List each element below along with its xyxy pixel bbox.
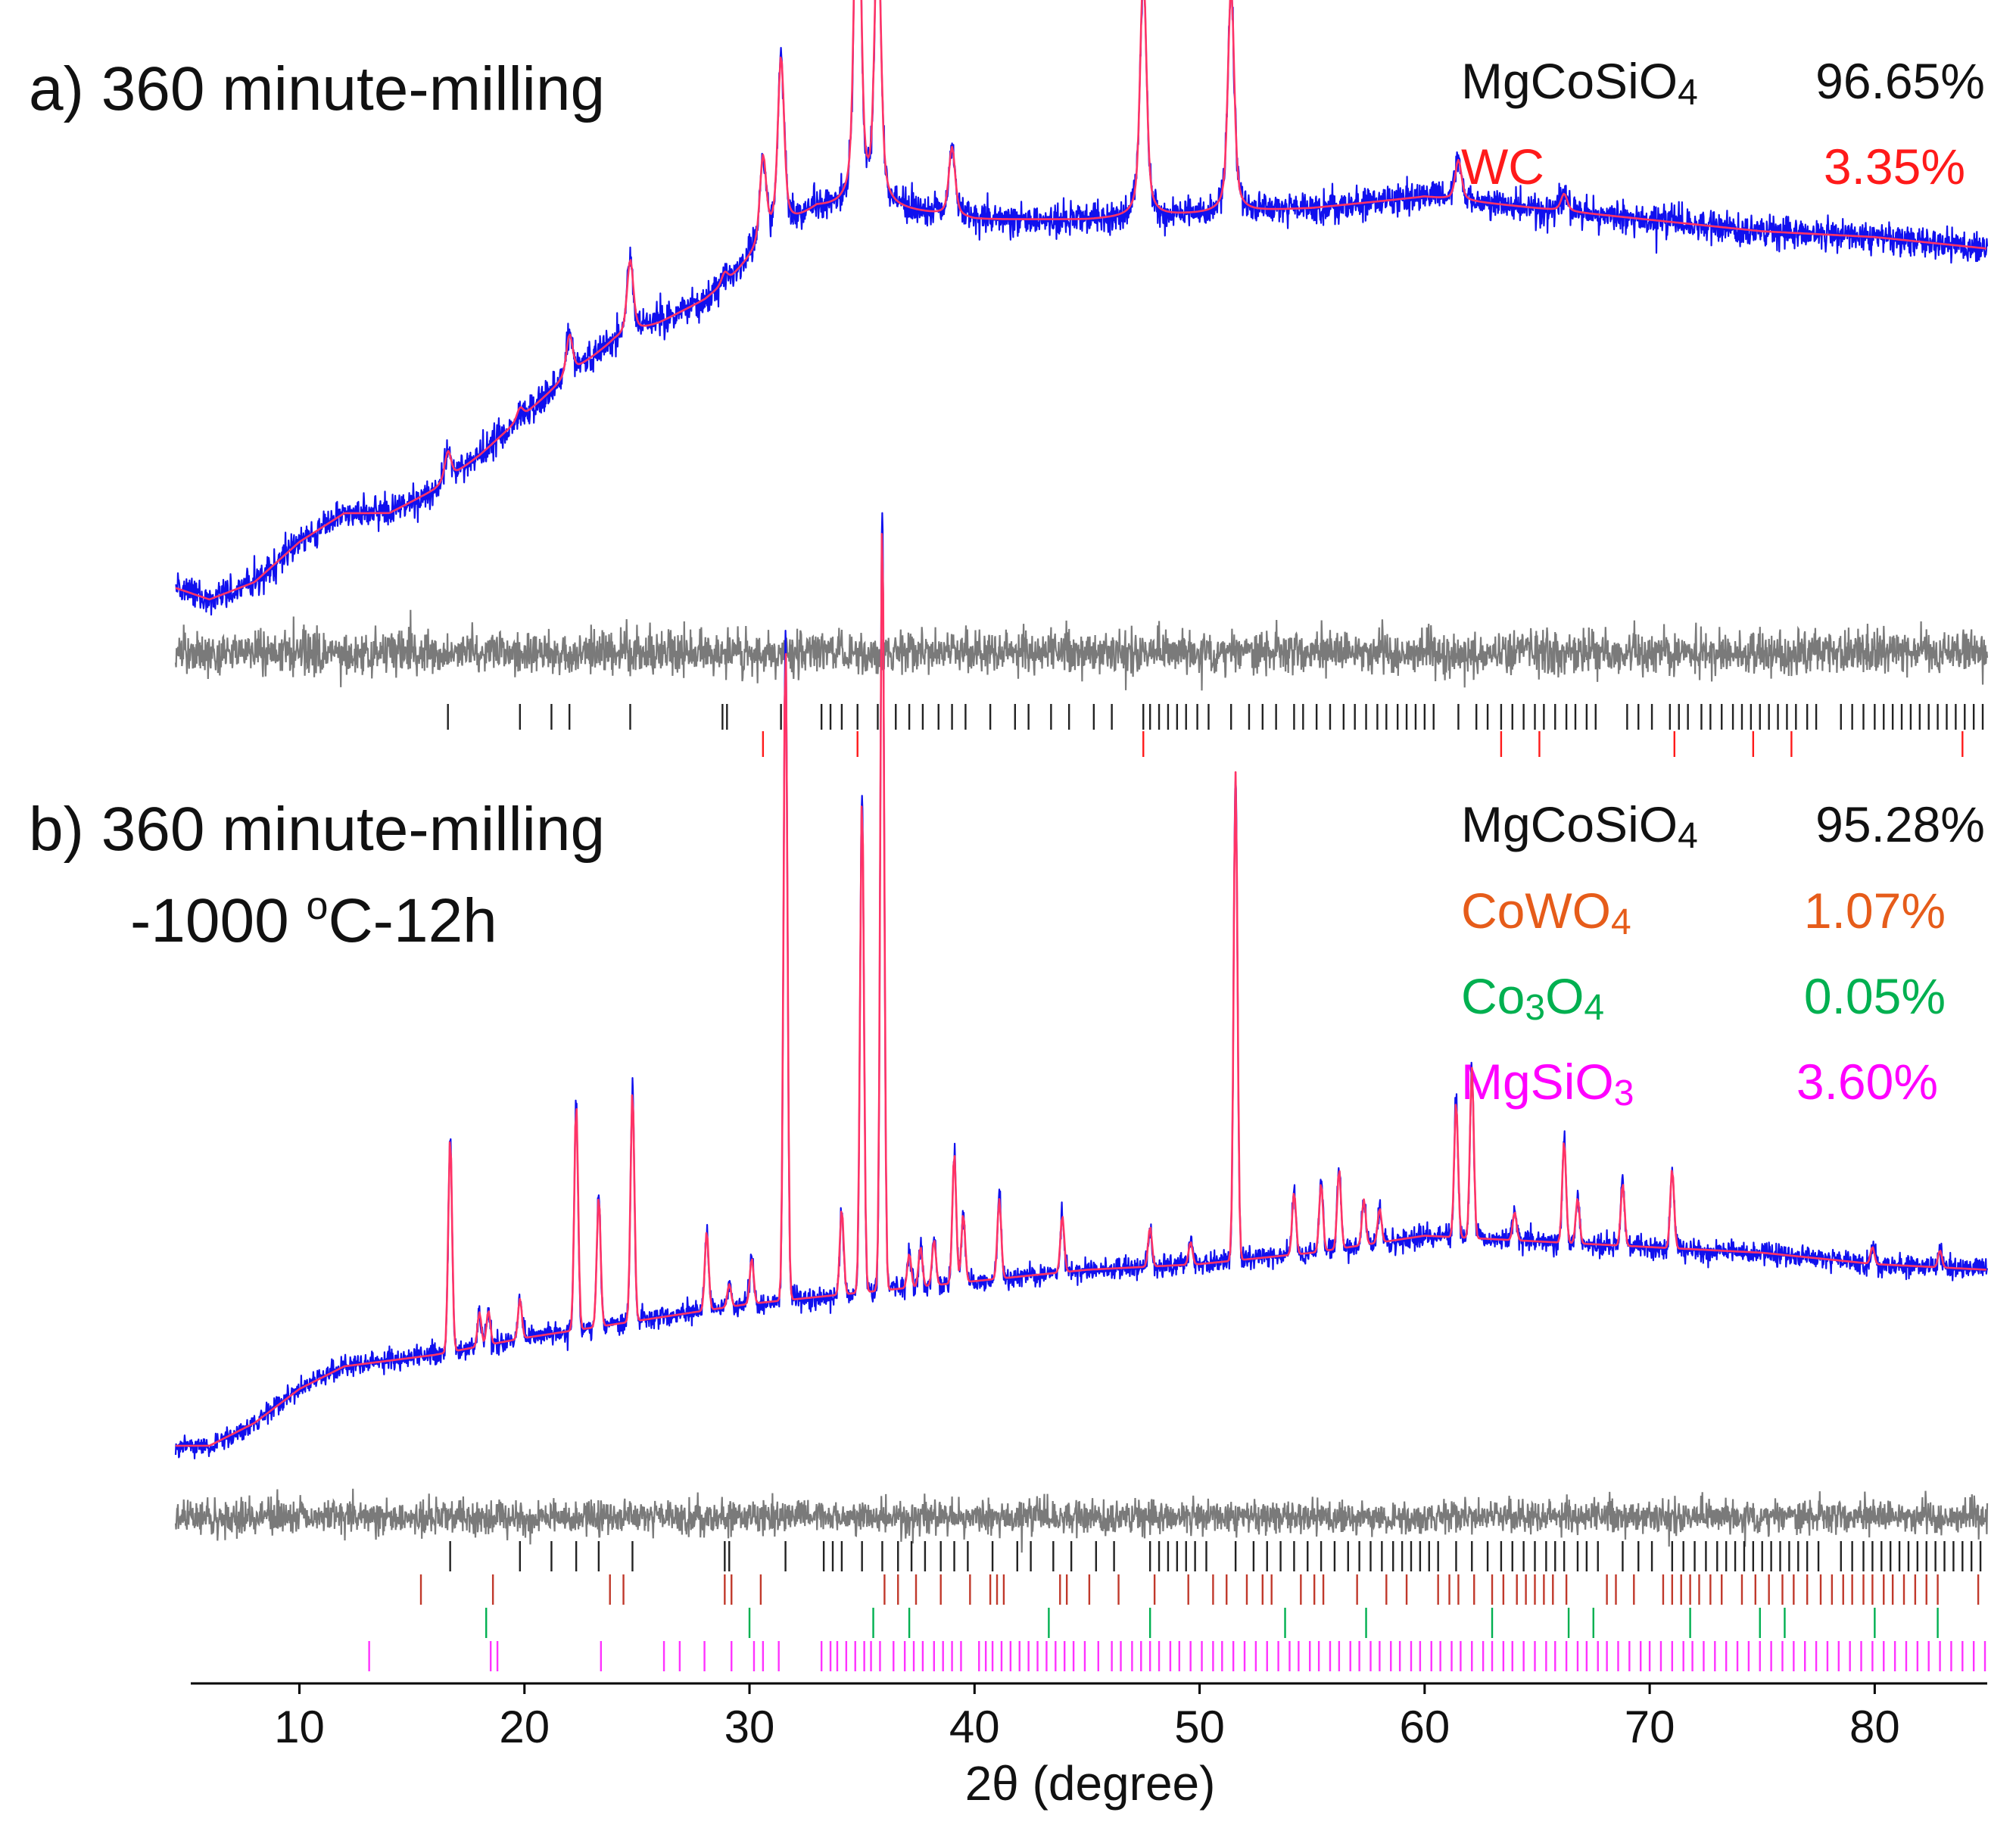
panel-b-phase-markers [368, 1541, 1986, 1671]
legend-b-cowo4: CoWO4 [1461, 883, 1631, 942]
x-tick-label-70: 70 [1625, 1702, 1675, 1752]
panel-b-title-line2: -1000 oC-12h [130, 884, 497, 955]
x-tick-label-80: 80 [1849, 1702, 1900, 1752]
legend-b-mgsio3-percent: 3.60% [1796, 1054, 1938, 1110]
panel-b-plot [174, 512, 1989, 1671]
x-axis: 10 20 30 40 50 60 70 80 2θ (degree) [191, 1682, 1987, 1811]
legend-b-mgcosio4-percent: 95.28% [1815, 796, 1985, 852]
x-tick-label-50: 50 [1174, 1702, 1225, 1752]
legend-b-cowo4-percent: 1.07% [1804, 883, 1946, 939]
legend-a-mgcosio4-percent: 96.65% [1815, 53, 1985, 109]
legend-b-mgcosio4: MgCoSiO4 [1461, 796, 1698, 856]
panel-a-legend: MgCoSiO4 96.65% WC 3.35% [1461, 53, 1985, 195]
legend-b-co3o4: Co3O4 [1461, 968, 1604, 1028]
panel-a-difference-series [174, 609, 1989, 691]
panel-b-legend: MgCoSiO4 95.28% CoWO4 1.07% Co3O4 0.05% … [1461, 796, 1985, 1113]
legend-a-mgcosio4: MgCoSiO4 [1461, 53, 1698, 113]
panel-a-plot [174, 0, 1989, 757]
x-axis-ticks: 10 20 30 40 50 60 70 80 [274, 1683, 1900, 1752]
panel-a-calculated-series [175, 0, 1986, 601]
x-axis-label: 2θ (degree) [965, 1756, 1216, 1811]
x-tick-label-60: 60 [1399, 1702, 1450, 1752]
panel-b-calculated-series [176, 533, 1986, 1447]
legend-b-co3o4-percent: 0.05% [1804, 968, 1946, 1024]
x-tick-label-30: 30 [724, 1702, 775, 1752]
panel-a-title: a) 360 minute-milling [29, 54, 605, 123]
panel-b-title-line1: b) 360 minute-milling [29, 795, 605, 864]
x-tick-label-40: 40 [949, 1702, 1000, 1752]
panel-a-phase-markers [447, 704, 1984, 757]
legend-b-mgsio3: MgSiO3 [1461, 1054, 1634, 1113]
panel-b-difference-series [174, 1488, 1989, 1553]
x-tick-label-20: 20 [499, 1702, 550, 1752]
legend-a-wc-percent: 3.35% [1824, 139, 1965, 195]
x-tick-label-10: 10 [274, 1702, 325, 1752]
legend-a-wc: WC [1461, 139, 1544, 195]
